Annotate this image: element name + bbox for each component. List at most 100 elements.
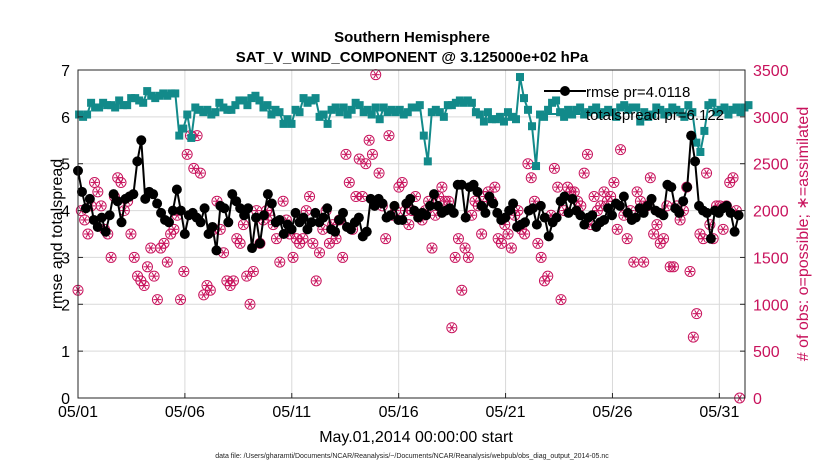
obs-marker-ring (247, 265, 259, 277)
totalspread-point (636, 117, 645, 126)
obs-marker-ring (363, 134, 375, 146)
rmse-point (658, 210, 669, 221)
obs-marker-stroke (631, 258, 637, 266)
obs-marker-stroke (614, 225, 620, 234)
legend: rmse pr=4.0118 totalspread pr=6.122 (544, 84, 724, 124)
rmse-point (421, 210, 432, 221)
rmse-point (104, 210, 115, 221)
obs-marker-ring (270, 233, 282, 245)
obs-marker-stroke (231, 277, 236, 285)
obs-count-marker (651, 219, 663, 231)
obs-count-marker (555, 294, 567, 306)
obs-count-marker (95, 200, 107, 212)
totalspread-point (259, 103, 268, 112)
obs-marker-stroke (730, 174, 736, 182)
rmse-point (136, 135, 147, 146)
obs-count-marker (684, 265, 696, 277)
rmse-point (567, 193, 578, 204)
totalspread-point (540, 112, 549, 121)
totalspread-point (411, 103, 420, 112)
legend-rmse-marker (560, 86, 570, 96)
rmse-point (607, 210, 618, 221)
obs-marker-ring (277, 195, 289, 207)
totalspread-point (375, 115, 384, 124)
totalspread-point (612, 112, 621, 121)
totalspread-point (672, 105, 681, 114)
rmse-point (199, 203, 210, 214)
totalspread-point (387, 105, 396, 114)
totalspread-point (215, 98, 224, 107)
obs-count-marker (605, 191, 617, 203)
obs-count-marker (314, 247, 326, 259)
totalspread-point (415, 101, 424, 110)
obs-marker-ring (141, 261, 153, 273)
obs-marker-stroke (360, 192, 365, 201)
totalspread-point (511, 115, 520, 124)
obs-marker-stroke (396, 183, 402, 191)
obs-count-marker (343, 176, 355, 188)
totalspread-point (716, 105, 725, 114)
rmse-point (599, 214, 610, 225)
totalspread-point (431, 105, 440, 114)
totalspread-point (147, 91, 156, 100)
rmse-point (678, 196, 689, 207)
totalspread-point (339, 103, 348, 112)
x-axis-label: May.01,2014 00:00:00 start (319, 429, 513, 446)
x-tick-label: 05/26 (592, 404, 632, 421)
totalspread-point (255, 96, 264, 105)
obs-count-marker (105, 251, 117, 263)
obs-marker-stroke (542, 277, 547, 285)
obs-marker-ring (701, 167, 713, 179)
totalspread-point (528, 122, 537, 131)
obs-count-marker (552, 181, 564, 193)
totalspread-point (692, 138, 701, 147)
rmse-point (531, 219, 542, 230)
obs-marker-stroke (581, 169, 587, 177)
obs-count-marker (92, 186, 104, 198)
legend-totalspread-marker (561, 110, 569, 118)
obs-marker-ring (684, 265, 696, 277)
obs-count-marker (628, 256, 640, 268)
obs-marker-stroke (178, 295, 183, 304)
totalspread-point (648, 110, 657, 119)
obs-count-marker (502, 228, 514, 240)
totalspread-point (608, 108, 617, 117)
totalspread-point (271, 105, 280, 114)
totalspread-point (131, 94, 140, 103)
totalspread-point (103, 101, 112, 110)
obs-marker-stroke (353, 192, 359, 201)
x-tick-label: 05/16 (379, 404, 419, 421)
obs-count-marker (158, 237, 170, 249)
obs-marker-ring (227, 275, 239, 287)
rmse-point (725, 207, 736, 218)
obs-marker-ring (727, 172, 739, 184)
obs-marker-stroke (720, 225, 726, 234)
obs-count-marker (648, 228, 660, 240)
obs-marker-stroke (591, 192, 597, 201)
y-left-tick-label: 6 (61, 110, 70, 127)
obs-count-marker (204, 284, 216, 296)
rmse-point (527, 203, 538, 214)
obs-marker-stroke (505, 230, 511, 238)
obs-marker-ring (396, 176, 408, 188)
obs-marker-stroke (399, 178, 405, 187)
totalspread-point (724, 110, 733, 119)
totalspread-point (684, 101, 693, 110)
totalspread-point (379, 103, 388, 112)
obs-marker-stroke (300, 234, 306, 243)
totalspread-point (115, 96, 124, 105)
totalspread-point (451, 98, 460, 107)
rmse-point (425, 200, 436, 211)
obs-count-marker (175, 294, 187, 306)
obs-marker-ring (95, 200, 107, 212)
obs-count-marker (611, 223, 623, 235)
obs-marker-stroke (317, 249, 322, 257)
obs-marker-ring (581, 148, 593, 160)
obs-count-marker (181, 148, 193, 160)
obs-marker-stroke (558, 295, 564, 304)
rmse-point (84, 193, 95, 204)
obs-marker-ring (287, 251, 299, 263)
obs-marker-stroke (459, 286, 465, 294)
y-left-tick-label: 5 (61, 157, 70, 174)
totalspread-point (708, 98, 717, 107)
